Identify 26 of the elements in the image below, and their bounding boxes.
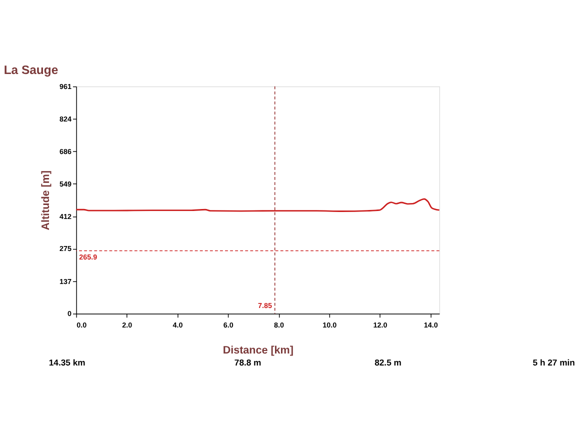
text: 78.8 m xyxy=(234,357,262,368)
y-tick-label: 0 xyxy=(68,309,72,318)
x-tick-label: 10.0 xyxy=(322,320,337,330)
line-series xyxy=(75,198,440,212)
text: 82.5 m xyxy=(374,357,402,368)
y-tick-label: 275 xyxy=(60,244,72,254)
chart-title: La Sauge xyxy=(4,63,58,78)
y-tick-label: 961 xyxy=(60,82,72,91)
x-tick-label: 2.0 xyxy=(122,320,132,330)
x-tick-label: 0.0 xyxy=(76,320,87,330)
y-tick-label: 412 xyxy=(60,212,72,221)
x-tick-label: 12.0 xyxy=(373,320,388,330)
x-tick-label: 6.0 xyxy=(223,320,234,330)
ref-line-label: 7.85 xyxy=(258,300,272,310)
y-tick-label: 824 xyxy=(60,114,72,124)
text: 14.35 km xyxy=(48,357,86,368)
y-tick-label: 137 xyxy=(60,276,72,286)
y-axis-title: Altitude [m] xyxy=(40,170,52,230)
text: 5 h 27 min xyxy=(532,357,575,368)
x-tick-label: 14.0 xyxy=(424,320,438,330)
y-tick-label: 549 xyxy=(60,179,72,188)
x-tick-label: 8.0 xyxy=(274,320,284,330)
y-tick-label: 686 xyxy=(60,146,72,156)
x-tick-label: 4.0 xyxy=(172,320,183,330)
x-axis-title: Distance [km] xyxy=(222,344,294,357)
ref-line-label: 265.9 xyxy=(79,252,98,262)
